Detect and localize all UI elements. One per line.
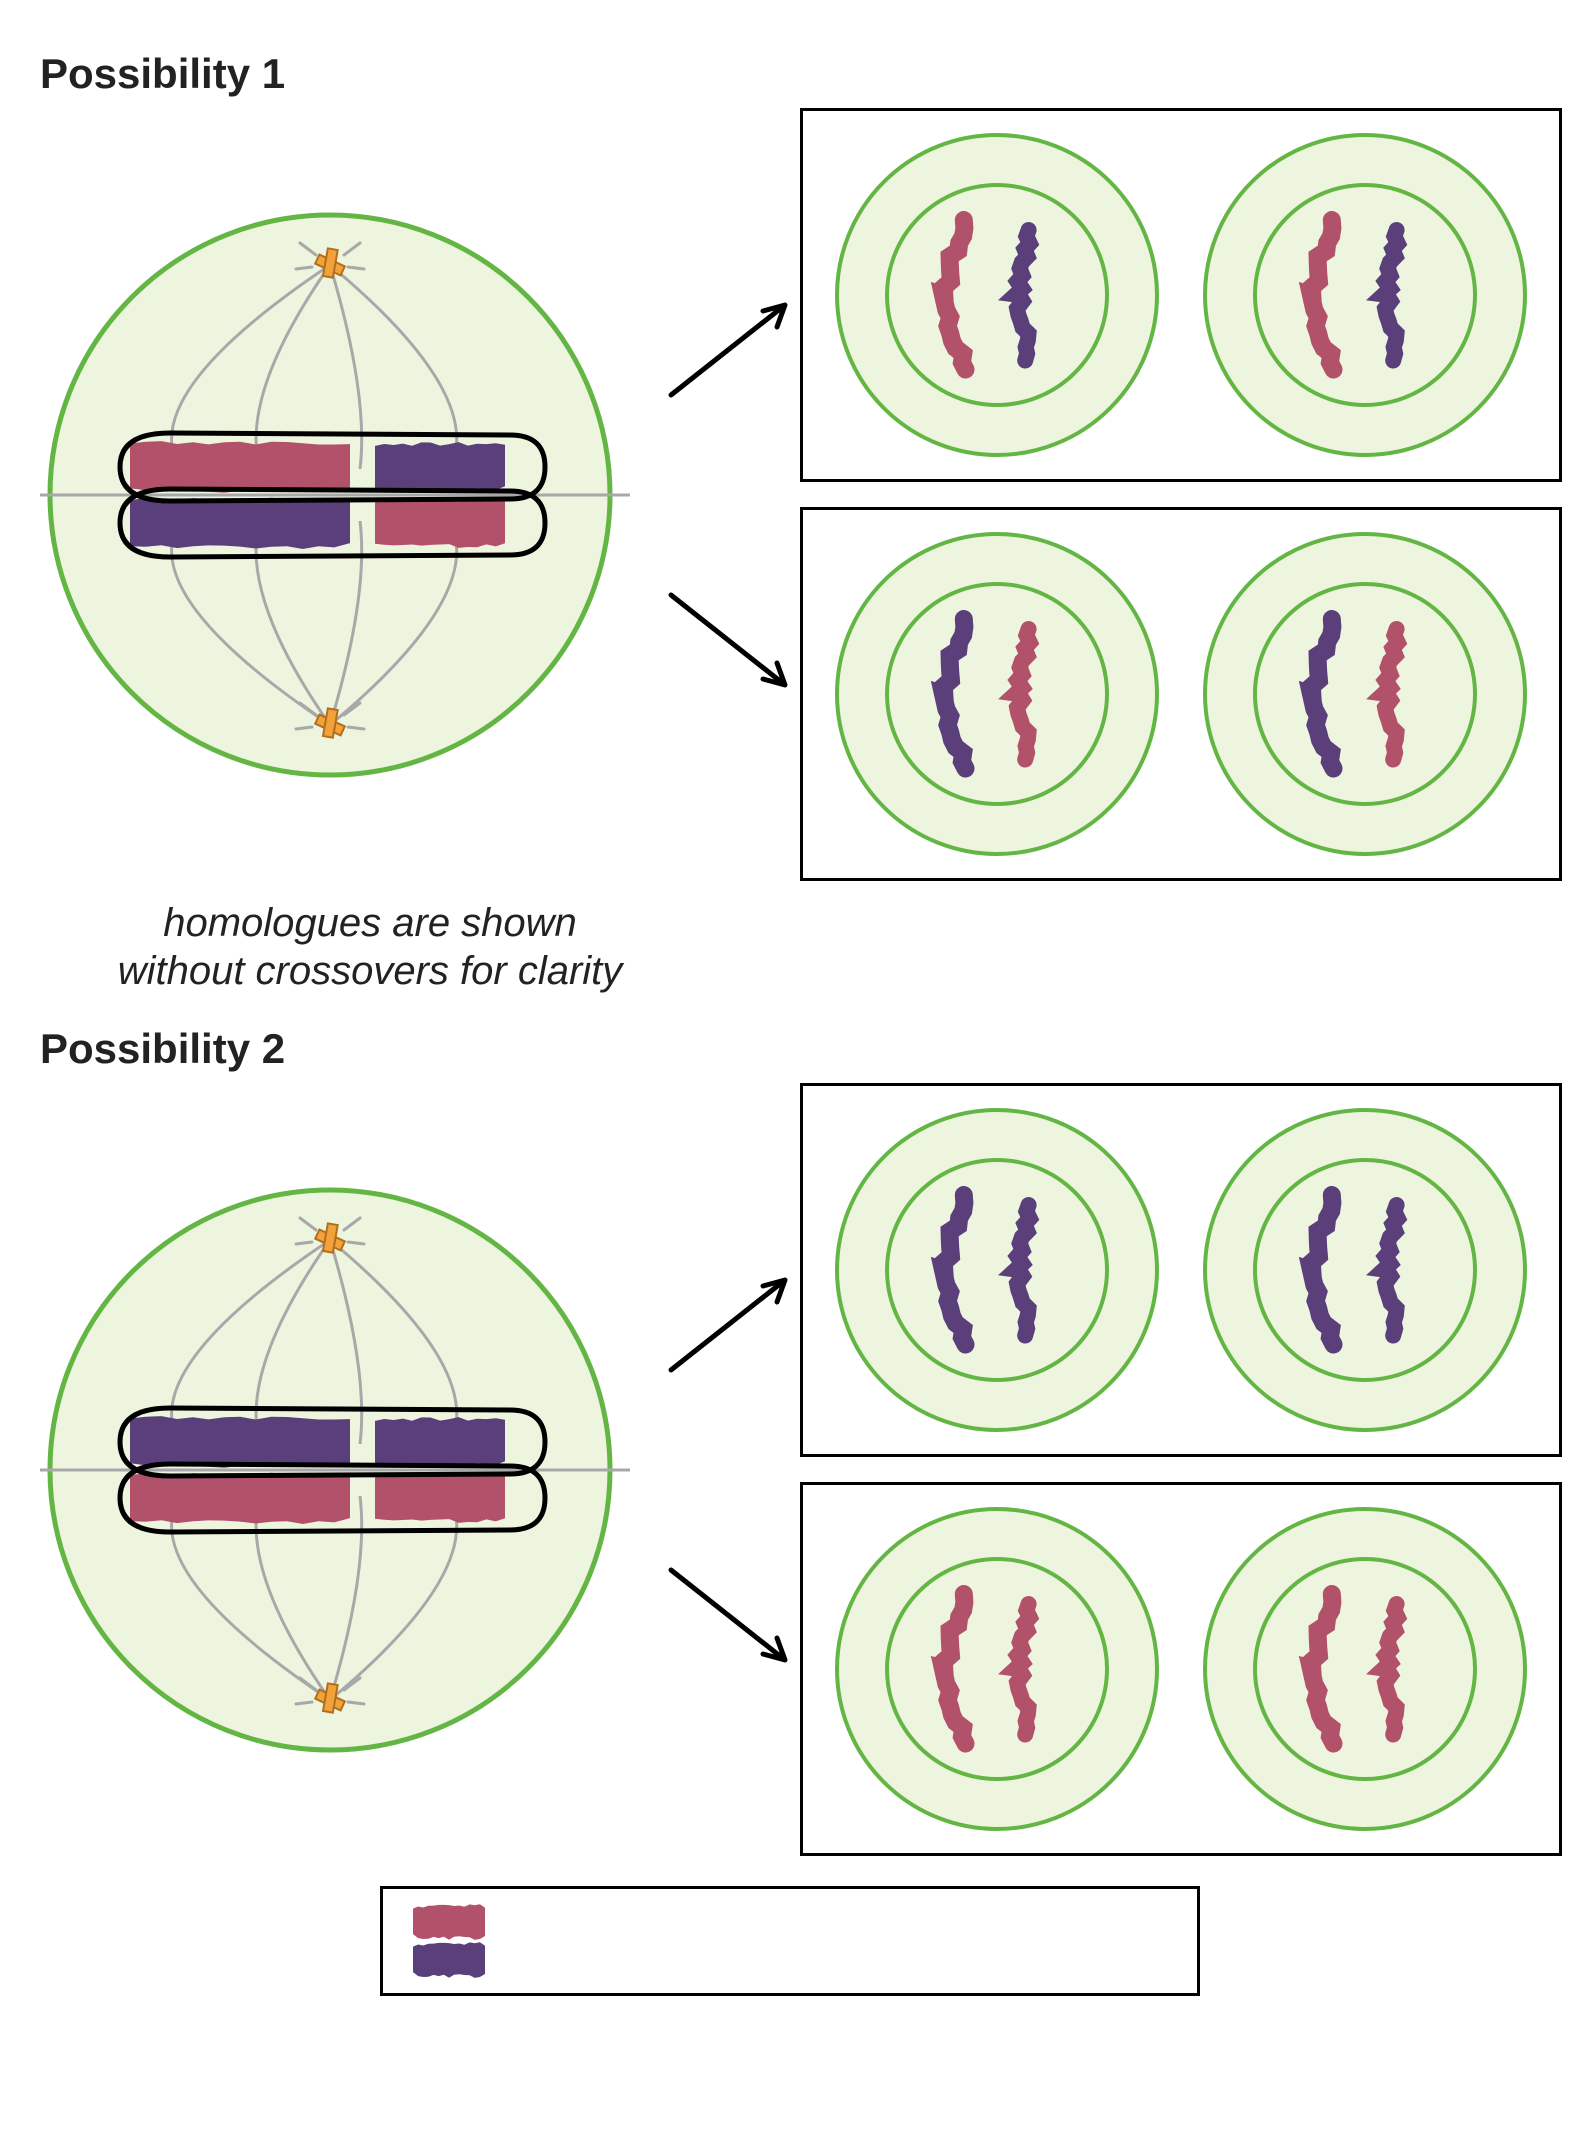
possibility-section: Possibility 1: [40, 50, 1540, 995]
metaphase-cell: [40, 1180, 640, 1760]
gamete-pair: [800, 507, 1562, 881]
legend-mother: [409, 1903, 1171, 1941]
legend-chromo-icon: [409, 1941, 489, 1979]
gamete-cell: [833, 530, 1161, 858]
possibility-label: Possibility 2: [40, 1025, 1540, 1073]
metaphase-cell: [40, 205, 640, 785]
arrow-icon: [665, 1560, 795, 1670]
gamete-pair: [800, 1083, 1562, 1457]
gamete-cell: [833, 131, 1161, 459]
possibility-label: Possibility 1: [40, 50, 1540, 98]
gamete-cell: [1201, 530, 1529, 858]
possibility-section: Possibility 2: [40, 1025, 1540, 1856]
gamete-cell: [833, 1106, 1161, 1434]
gamete-pair: [800, 108, 1562, 482]
gamete-cell: [1201, 1505, 1529, 1833]
diagram-root: Possibility 1: [40, 30, 1540, 1996]
arrow-icon: [665, 1270, 795, 1380]
gamete-cell: [1201, 1106, 1529, 1434]
gamete-cell: [1201, 131, 1529, 459]
clarity-caption: homologues are shownwithout crossovers f…: [40, 899, 700, 995]
arrow-icon: [665, 585, 795, 695]
legend: [380, 1886, 1200, 1996]
gamete-pair: [800, 1482, 1562, 1856]
arrow-icon: [665, 295, 795, 405]
legend-father: [409, 1941, 1171, 1979]
gamete-cell: [833, 1505, 1161, 1833]
legend-chromo-icon: [409, 1903, 489, 1941]
